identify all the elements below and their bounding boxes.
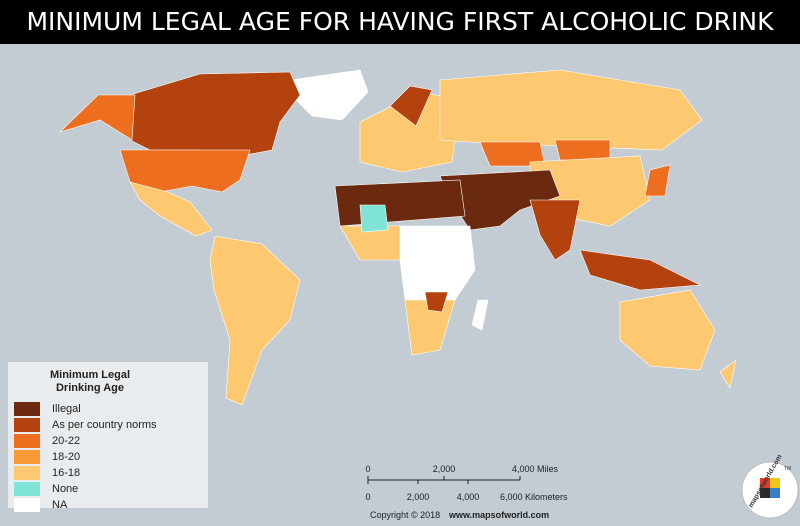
logo-tm: TM	[784, 466, 791, 472]
scale-label: 4,000	[457, 492, 480, 502]
legend-title: Drinking Age	[56, 382, 124, 394]
russia	[439, 69, 703, 151]
copyright: Copyright © 2018	[370, 510, 440, 520]
mali	[359, 204, 389, 233]
legend-label: 20-22	[52, 435, 80, 447]
legend-swatch	[14, 434, 40, 448]
indonesia	[579, 249, 702, 291]
scale-label: 4,000 Miles	[512, 464, 559, 474]
new-zealand	[719, 359, 737, 389]
land	[59, 69, 737, 406]
japan	[644, 164, 671, 197]
zambia	[424, 291, 449, 313]
north-africa	[334, 179, 466, 227]
logo-mark	[770, 488, 780, 498]
title: MINIMUM LEGAL AGE FOR HAVING FIRST ALCOH…	[26, 7, 774, 36]
title-bar	[0, 0, 800, 44]
legend-label: As per country norms	[52, 419, 157, 431]
madagascar	[471, 299, 489, 331]
logo-mark	[770, 478, 780, 488]
legend-label: Illegal	[52, 403, 81, 415]
scandinavia	[389, 85, 433, 127]
alaska	[59, 94, 136, 141]
legend-swatch	[14, 466, 40, 480]
legend-swatch	[14, 402, 40, 416]
scale-bar	[367, 476, 521, 484]
logo-mark	[760, 478, 770, 488]
logo: mapsofworld.com TM	[741, 454, 799, 519]
legend-title: Minimum Legal	[50, 369, 130, 381]
legend-swatch	[14, 418, 40, 432]
scale-label: 0	[365, 492, 370, 502]
legend-label: 18-20	[52, 451, 80, 463]
scale-label: 0	[365, 464, 370, 474]
scale-label: 6,000 Kilometers	[500, 492, 568, 502]
scale-label: 2,000	[433, 464, 456, 474]
australia	[619, 289, 716, 371]
south-america	[209, 235, 301, 406]
legend-swatch	[14, 482, 40, 496]
legend-box	[8, 362, 208, 508]
legend-label: None	[52, 483, 78, 495]
legend-label: NA	[52, 499, 68, 511]
central-america	[129, 181, 213, 237]
central-africa	[399, 225, 476, 301]
greenland	[289, 69, 369, 121]
logo-mark	[760, 488, 770, 498]
mongolia	[554, 139, 611, 161]
legend-swatch	[14, 498, 40, 512]
canada	[129, 71, 301, 157]
site: www.mapsofworld.com	[448, 510, 549, 520]
scale-labels: 0 2,000 4,000 Miles 0 2,000 4,000 6,000 Kilome…	[365, 464, 568, 502]
india	[529, 199, 581, 261]
legend-swatch	[14, 450, 40, 464]
legend-label: 16-18	[52, 467, 80, 479]
scale-label: 2,000	[407, 492, 430, 502]
